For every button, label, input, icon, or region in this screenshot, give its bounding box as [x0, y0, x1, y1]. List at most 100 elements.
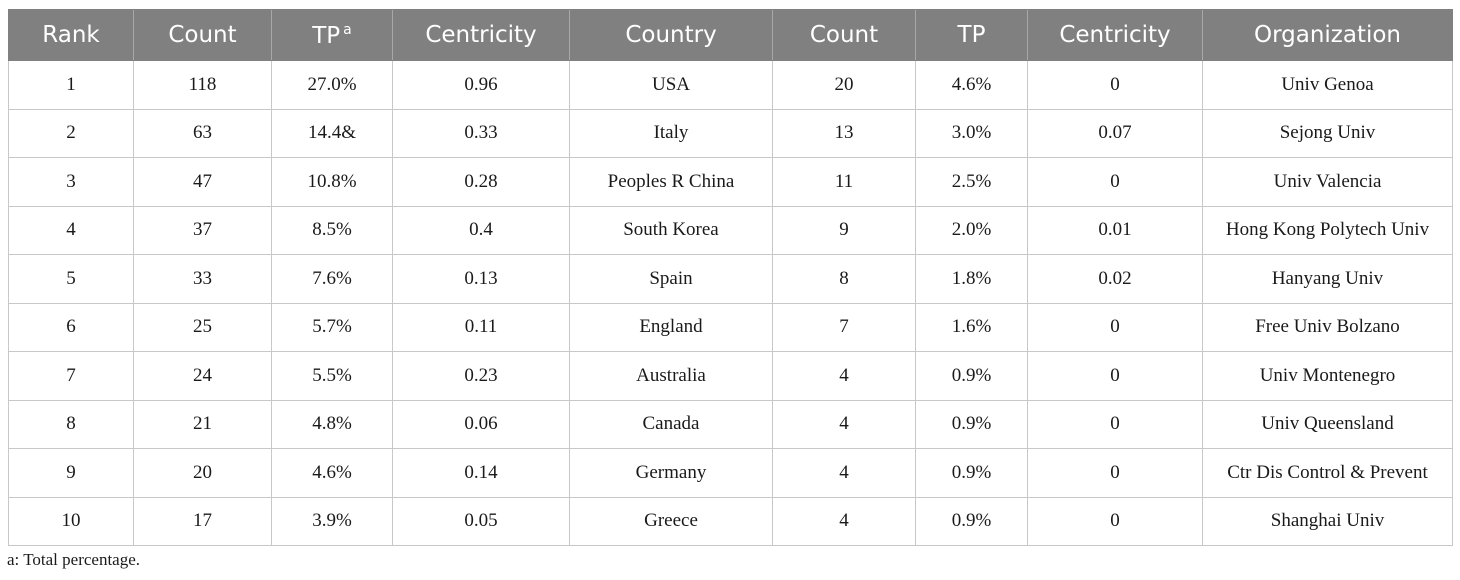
rank-cell: 2: [8, 108, 134, 158]
table-row: 1 118 27.0% 0.96 USA 20 4.6% 0 Univ Genoa: [8, 60, 1453, 110]
rank-cell: 9: [8, 448, 134, 498]
count-cell: 17: [133, 496, 272, 546]
country-cell: Spain: [569, 254, 773, 304]
table-row: 4 37 8.5% 0.4 South Korea 9 2.0% 0.01 Hong Kong …: [8, 205, 1453, 255]
organization-cell: Univ Montenegro: [1202, 351, 1453, 401]
table-row: 5 33 7.6% 0.13 Spain 8 1.8% 0.02 Hanyang Univ: [8, 254, 1453, 304]
country-cell: Peoples R China: [569, 157, 773, 207]
organization-cell: Univ Valencia: [1202, 157, 1453, 207]
table-row: 7 24 5.5% 0.23 Australia 4 0.9% 0 Univ Montenegr…: [8, 351, 1453, 401]
rank-cell: 10: [8, 496, 134, 546]
org-centricity-cell: 0: [1027, 302, 1203, 352]
organization-cell: Univ Genoa: [1202, 60, 1453, 110]
centricity-cell: 0.33: [392, 108, 570, 158]
org-centricity-cell: 0: [1027, 60, 1203, 110]
rank-cell: 8: [8, 399, 134, 449]
column-header-org-count: Count: [772, 9, 916, 61]
org-tp-cell: 0.9%: [915, 448, 1028, 498]
table-row: 10 17 3.9% 0.05 Greece 4 0.9% 0 Shanghai Univ: [8, 496, 1453, 546]
count-cell: 25: [133, 302, 272, 352]
org-count-cell: 4: [772, 496, 916, 546]
organization-cell: Hong Kong Polytech Univ: [1202, 205, 1453, 255]
table-row: 3 47 10.8% 0.28 Peoples R China 11 2.5% 0 Univ V…: [8, 157, 1453, 207]
tp-cell: 14.4&: [271, 108, 393, 158]
table-row: 8 21 4.8% 0.06 Canada 4 0.9% 0 Univ Queensland: [8, 399, 1453, 449]
org-count-cell: 4: [772, 399, 916, 449]
country-cell: Australia: [569, 351, 773, 401]
table-header-row: Rank Count TP a Centricity Country Count …: [8, 9, 1453, 61]
org-tp-cell: 0.9%: [915, 399, 1028, 449]
data-table: Rank Count TP a Centricity Country Count …: [8, 9, 1453, 546]
org-tp-cell: 4.6%: [915, 60, 1028, 110]
org-centricity-cell: 0.07: [1027, 108, 1203, 158]
organization-cell: Hanyang Univ: [1202, 254, 1453, 304]
org-count-cell: 4: [772, 351, 916, 401]
organization-cell: Univ Queensland: [1202, 399, 1453, 449]
count-cell: 63: [133, 108, 272, 158]
country-cell: USA: [569, 60, 773, 110]
column-header-organization: Organization: [1202, 9, 1453, 61]
rank-cell: 4: [8, 205, 134, 255]
rank-cell: 1: [8, 60, 134, 110]
org-count-cell: 7: [772, 302, 916, 352]
count-cell: 37: [133, 205, 272, 255]
column-header-country: Country: [569, 9, 773, 61]
centricity-cell: 0.11: [392, 302, 570, 352]
rank-cell: 7: [8, 351, 134, 401]
country-cell: Germany: [569, 448, 773, 498]
org-centricity-cell: 0.01: [1027, 205, 1203, 255]
centricity-cell: 0.28: [392, 157, 570, 207]
table-footnote: a: Total percentage.: [7, 550, 141, 569]
centricity-cell: 0.13: [392, 254, 570, 304]
centricity-cell: 0.14: [392, 448, 570, 498]
org-tp-cell: 2.5%: [915, 157, 1028, 207]
organization-cell: Ctr Dis Control & Prevent: [1202, 448, 1453, 498]
org-count-cell: 20: [772, 60, 916, 110]
org-centricity-cell: 0: [1027, 351, 1203, 401]
org-tp-cell: 2.0%: [915, 205, 1028, 255]
tp-cell: 27.0%: [271, 60, 393, 110]
organization-cell: Shanghai Univ: [1202, 496, 1453, 546]
column-header-country-count: Count: [133, 9, 272, 61]
org-centricity-cell: 0: [1027, 448, 1203, 498]
centricity-cell: 0.23: [392, 351, 570, 401]
tp-cell: 4.8%: [271, 399, 393, 449]
table-row: 2 63 14.4& 0.33 Italy 13 3.0% 0.07 Sejong Univ: [8, 108, 1453, 158]
table-row: 6 25 5.7% 0.11 England 7 1.6% 0 Free Univ Bolzan…: [8, 302, 1453, 352]
column-header-country-centricity: Centricity: [392, 9, 570, 61]
centricity-cell: 0.05: [392, 496, 570, 546]
organization-cell: Free Univ Bolzano: [1202, 302, 1453, 352]
country-cell: Canada: [569, 399, 773, 449]
count-cell: 20: [133, 448, 272, 498]
country-cell: Italy: [569, 108, 773, 158]
org-tp-cell: 1.8%: [915, 254, 1028, 304]
rank-cell: 3: [8, 157, 134, 207]
org-tp-cell: 0.9%: [915, 351, 1028, 401]
org-tp-cell: 0.9%: [915, 496, 1028, 546]
data-table-container: Rank Count TP a Centricity Country Count …: [8, 9, 1453, 546]
column-header-org-centricity: Centricity: [1027, 9, 1203, 61]
org-centricity-cell: 0: [1027, 399, 1203, 449]
org-centricity-cell: 0: [1027, 496, 1203, 546]
count-cell: 21: [133, 399, 272, 449]
tp-cell: 4.6%: [271, 448, 393, 498]
org-count-cell: 4: [772, 448, 916, 498]
tp-cell: 7.6%: [271, 254, 393, 304]
tp-cell: 10.8%: [271, 157, 393, 207]
org-count-cell: 8: [772, 254, 916, 304]
org-count-cell: 11: [772, 157, 916, 207]
count-cell: 47: [133, 157, 272, 207]
count-cell: 118: [133, 60, 272, 110]
count-cell: 33: [133, 254, 272, 304]
org-count-cell: 13: [772, 108, 916, 158]
centricity-cell: 0.96: [392, 60, 570, 110]
column-header-country-tp: TP a: [271, 9, 393, 61]
tp-cell: 8.5%: [271, 205, 393, 255]
column-header-rank: Rank: [8, 9, 134, 61]
org-centricity-cell: 0: [1027, 157, 1203, 207]
org-centricity-cell: 0.02: [1027, 254, 1203, 304]
organization-cell: Sejong Univ: [1202, 108, 1453, 158]
org-tp-cell: 1.6%: [915, 302, 1028, 352]
rank-cell: 6: [8, 302, 134, 352]
country-cell: England: [569, 302, 773, 352]
